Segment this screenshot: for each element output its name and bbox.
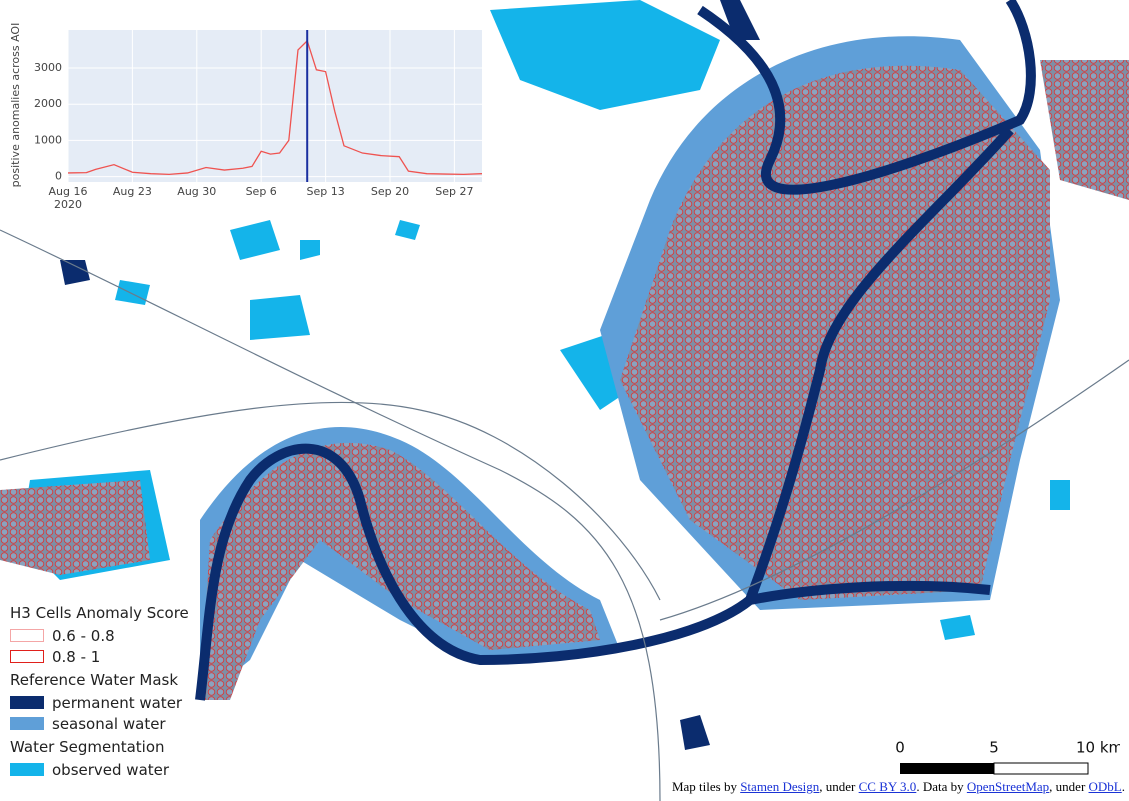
- scale-label: 10 km: [1076, 739, 1120, 757]
- x-tick-label: Aug 23: [113, 185, 152, 198]
- legend-swatch: [10, 717, 44, 730]
- legend-label: observed water: [52, 760, 170, 779]
- scale-label: 0: [895, 739, 905, 757]
- attribution-link[interactable]: Stamen Design: [740, 779, 820, 794]
- attribution-text: Map tiles by: [671, 779, 741, 794]
- legend-label: permanent water: [52, 693, 183, 712]
- attribution-link[interactable]: CC BY 3.0: [858, 779, 917, 794]
- legend-title: H3 Cells Anomaly Score: [10, 604, 189, 622]
- scale-segment: [900, 763, 994, 774]
- legend-swatch: [10, 763, 44, 776]
- x-tick-label: Aug 30: [177, 185, 216, 198]
- y-tick-label: 3000: [34, 61, 62, 74]
- legend-title: Water Segmentation: [10, 738, 165, 756]
- attribution-text: .: [1121, 779, 1125, 794]
- legend-label: 0.8 - 1: [52, 647, 101, 666]
- legend-label: seasonal water: [52, 714, 166, 733]
- y-tick-label: 1000: [34, 133, 62, 146]
- legend-item: 0.8 - 1: [10, 646, 190, 667]
- legend-swatch: [10, 629, 44, 642]
- scale-label: 5: [989, 739, 999, 757]
- x-tick-label: Sep 13: [306, 185, 344, 198]
- y-axis-label: positive anomalies across AOI: [9, 23, 22, 188]
- legend-item: observed water: [10, 759, 190, 780]
- legend-swatch: [10, 696, 44, 709]
- legend: H3 Cells Anomaly Score 0.6 - 0.8 0.8 - 1 Re…: [0, 596, 190, 801]
- roads: [0, 229, 1129, 801]
- attribution-link[interactable]: ODbL: [1088, 779, 1122, 794]
- y-tick-label: 2000: [34, 97, 62, 110]
- chart: positive anomalies across AOI 0 1000 2000 3…: [0, 0, 490, 212]
- attribution-link[interactable]: OpenStreetMap: [966, 779, 1050, 794]
- scale-segment: [993, 762, 1089, 775]
- attribution-text: , under: [1049, 779, 1089, 794]
- attribution: Map tiles by Stamen Design, under CC BY …: [671, 779, 1125, 795]
- legend-title: Reference Water Mask: [10, 671, 179, 689]
- legend-item: seasonal water: [10, 713, 190, 734]
- river: [195, 0, 1036, 701]
- x-tick-label: Sep 6: [246, 185, 277, 198]
- legend-swatch: [10, 650, 44, 663]
- y-tick-label: 0: [55, 170, 62, 183]
- attribution-text: , under: [819, 779, 859, 794]
- legend-label: 0.6 - 0.8: [52, 626, 115, 645]
- x-tick-label: Aug 16 2020: [49, 185, 88, 211]
- attribution-text: . Data by: [916, 779, 967, 794]
- scale-bar: 0 5 10 km: [895, 739, 1120, 775]
- legend-item: 0.6 - 0.8: [10, 625, 190, 646]
- legend-item: permanent water: [10, 692, 190, 713]
- data-line: [67, 39, 483, 176]
- x-tick-label: Sep 20: [371, 185, 409, 198]
- plot-area: [68, 30, 482, 182]
- x-tick-label: Sep 27: [435, 185, 473, 198]
